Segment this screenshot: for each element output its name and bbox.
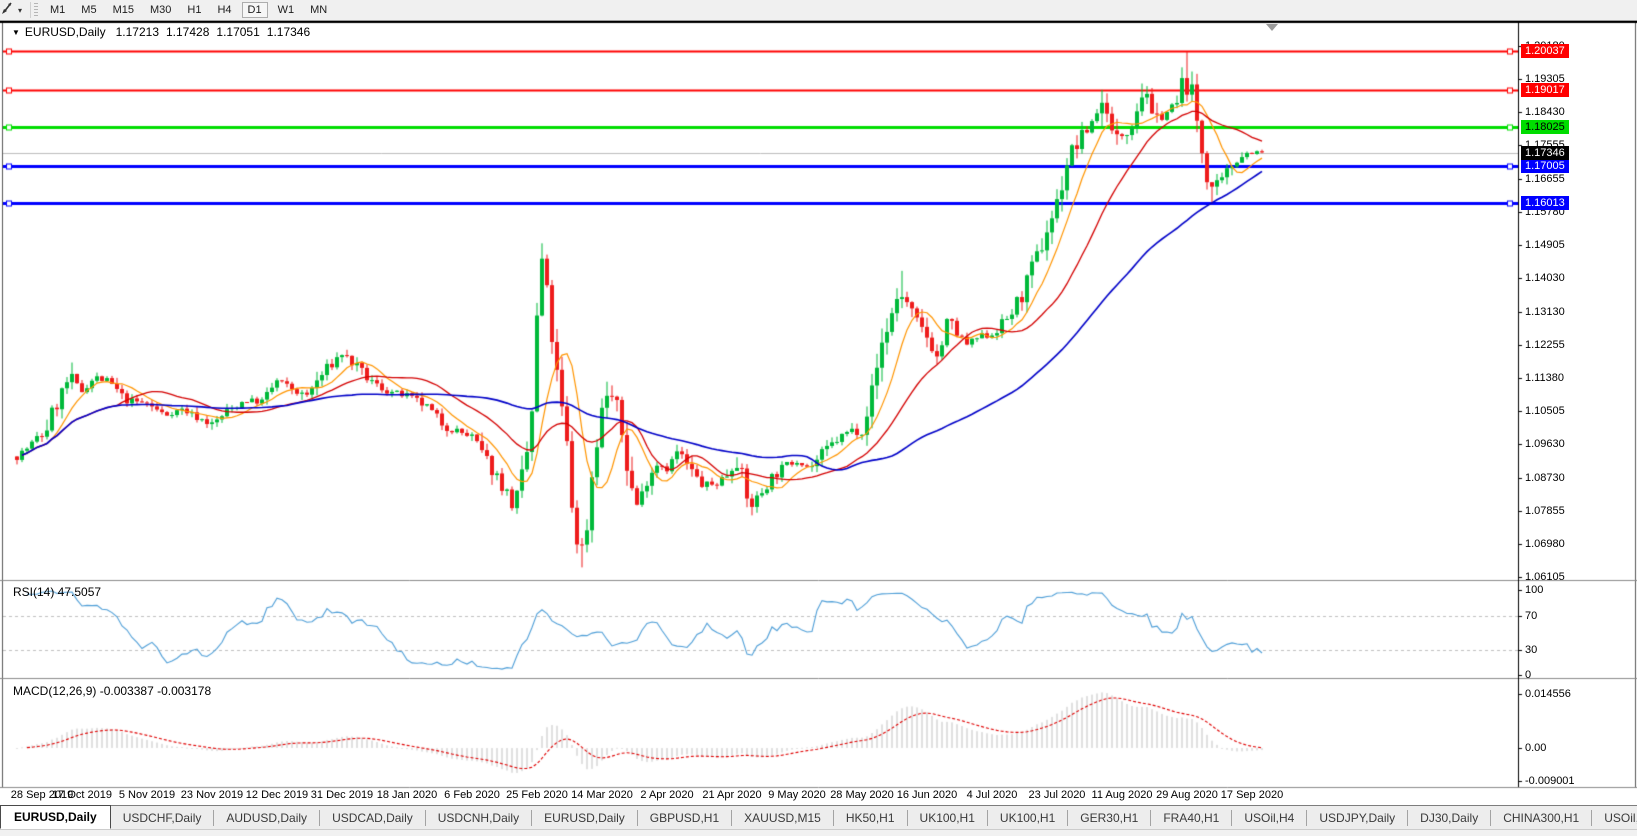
chart-shift-marker[interactable] — [1266, 24, 1278, 31]
rsi-indicator-label: RSI(14) 47.5057 — [13, 585, 102, 599]
timeframe-button-h1[interactable]: H1 — [187, 4, 202, 16]
date-axis: 28 Sep 2019 17 Oct 2019 5 Nov 2019 23 Nov 2… — [0, 789, 1518, 803]
tab-fra40-h1[interactable]: FRA40,H1 — [1151, 810, 1233, 826]
rsi-tick-label: 100 — [1525, 584, 1544, 596]
timeframe-button-m15[interactable]: M15 — [112, 4, 134, 16]
current-price-badge: 1.17346 — [1521, 145, 1569, 160]
date-tick-label: 6 Feb 2020 — [444, 789, 500, 801]
date-tick-label: 31 Dec 2019 — [310, 789, 374, 801]
rsi-tick-label: 70 — [1525, 609, 1538, 622]
ohlc-open: 1.17213 — [115, 25, 159, 39]
price-tick-label: 1.11380 — [1525, 371, 1564, 384]
status-strip — [0, 829, 1637, 836]
timeframe-button-w1[interactable]: W1 — [277, 4, 295, 16]
rsi-tick-label: 30 — [1525, 643, 1538, 656]
tab-china300-h1[interactable]: CHINA300,H1 — [1491, 810, 1593, 826]
date-tick-label: 17 Oct 2019 — [52, 789, 112, 801]
tab-uk100-h1[interactable]: UK100,H1 — [988, 810, 1069, 826]
date-tick-label: 28 Sep 2019 — [10, 789, 74, 801]
toolbar-separator — [30, 2, 32, 18]
tab-usdcad-daily[interactable]: USDCAD,Daily — [320, 810, 426, 826]
macd-indicator-label: MACD(12,26,9) -0.003387 -0.003178 — [13, 684, 212, 698]
price-tick-label: 1.08730 — [1525, 471, 1565, 484]
timeframe-button-d1[interactable]: D1 — [241, 2, 268, 18]
date-tick-label: 23 Nov 2019 — [180, 789, 244, 801]
macd-tick-label: 0.014556 — [1525, 688, 1571, 701]
tab-dj30-daily[interactable]: DJ30,Daily — [1408, 810, 1492, 826]
timeframe-button-h4[interactable]: H4 — [217, 4, 232, 16]
tab-eurusd-daily[interactable]: EURUSD,Daily — [0, 805, 111, 829]
symbol-tab-bar: EURUSD,Daily USDCHF,Daily AUDUSD,Daily USDC… — [0, 805, 1637, 829]
date-tick-label: 14 Mar 2020 — [571, 789, 633, 801]
toolbar: ▾ M1 M5 M15 M30 H1 H4 D1 W1 MN — [0, 0, 1637, 21]
date-tick-label: 2 Apr 2020 — [640, 789, 694, 801]
hline-price-badge[interactable]: 1.20037 — [1521, 44, 1569, 59]
date-tick-label: 25 Feb 2020 — [506, 789, 568, 801]
timeframe-button-m30[interactable]: M30 — [149, 4, 172, 16]
cursor-tool-button[interactable]: ▾ — [0, 0, 24, 21]
tab-eurusd-daily[interactable]: EURUSD,Daily — [532, 810, 638, 826]
ohlc-close: 1.17346 — [266, 25, 311, 39]
date-tick-label: 5 Nov 2019 — [118, 789, 176, 801]
toolbar-grip-handle[interactable] — [34, 2, 39, 18]
price-tick-label: 1.19305 — [1525, 73, 1565, 85]
ohlc-low: 1.17051 — [216, 25, 260, 39]
date-tick-label: 21 Apr 2020 — [702, 789, 762, 801]
tab-ger30-h1[interactable]: GER30,H1 — [1068, 810, 1152, 826]
chart-title: ▼ EURUSD,Daily 1.17213 1.17428 1.17051 1… — [12, 25, 310, 39]
price-tick-label: 1.18430 — [1525, 106, 1565, 119]
hline-price-badge[interactable]: 1.19017 — [1521, 82, 1569, 97]
tab-usdjpy-daily[interactable]: USDJPY,Daily — [1307, 810, 1409, 826]
hline-price-badge[interactable]: 1.16013 — [1521, 196, 1569, 211]
chevron-down-icon[interactable]: ▾ — [18, 5, 23, 15]
date-tick-label: 11 Aug 2020 — [1091, 789, 1153, 801]
date-tick-label: 23 Jul 2020 — [1028, 789, 1086, 801]
date-tick-label: 9 May 2020 — [768, 789, 826, 801]
hline-price-badge[interactable]: 1.18025 — [1521, 120, 1569, 135]
price-tick-label: 1.14030 — [1525, 272, 1565, 285]
hline-price-badge[interactable]: 1.17005 — [1521, 158, 1569, 173]
price-tick-label: 1.16655 — [1525, 172, 1565, 185]
price-axis: 1.201801.193051.184301.175551.166551.157… — [1519, 0, 1637, 805]
price-tick-label: 1.06105 — [1525, 571, 1565, 583]
tab-usdchf-daily[interactable]: USDCHF,Daily — [111, 810, 215, 826]
price-tick-label: 1.10505 — [1525, 405, 1565, 417]
date-tick-label: 17 Sep 2020 — [1220, 789, 1284, 801]
price-tick-label: 1.12255 — [1525, 338, 1565, 351]
price-tick-label: 1.13130 — [1525, 305, 1565, 318]
date-tick-label: 18 Jan 2020 — [376, 789, 438, 801]
tab-gbpusd-h1[interactable]: GBPUSD,H1 — [638, 810, 733, 826]
tab-uk100-h1[interactable]: UK100,H1 — [908, 810, 988, 826]
date-tick-label: 28 May 2020 — [830, 789, 894, 801]
date-tick-label: 12 Dec 2019 — [245, 789, 309, 801]
tab-usoil-h[interactable]: USOil,H — [1592, 810, 1637, 826]
date-tick-label: 16 Jun 2020 — [896, 789, 958, 801]
tab-xauusd-m15[interactable]: XAUUSD,M15 — [732, 810, 834, 826]
timeframe-button-m1[interactable]: M1 — [50, 4, 66, 16]
tab-usoil-h4[interactable]: USOil,H4 — [1232, 810, 1308, 826]
macd-tick-label: -0.009001 — [1525, 775, 1575, 788]
chart-symbol-label: EURUSD,Daily — [24, 25, 106, 39]
timeframe-button-mn[interactable]: MN — [310, 4, 328, 16]
chart-collapse-icon[interactable]: ▼ — [12, 28, 20, 37]
tab-usdcnh-daily[interactable]: USDCNH,Daily — [426, 810, 533, 826]
timeframe-button-m5[interactable]: M5 — [81, 4, 97, 16]
price-tick-label: 1.06980 — [1525, 537, 1565, 550]
cursor-tool-icon — [0, 1, 14, 20]
ohlc-high: 1.17428 — [166, 25, 210, 39]
timeframe-buttons: M1 M5 M15 M30 H1 H4 D1 W1 MN — [42, 2, 335, 18]
rsi-tick-label: 0 — [1525, 669, 1532, 681]
macd-tick-label: 0.00 — [1525, 742, 1547, 754]
price-tick-label: 1.09630 — [1525, 438, 1565, 450]
tab-hk50-h1[interactable]: HK50,H1 — [834, 810, 908, 826]
tab-audusd-daily[interactable]: AUDUSD,Daily — [214, 810, 321, 826]
date-tick-label: 29 Aug 2020 — [1156, 789, 1218, 801]
date-tick-label: 4 Jul 2020 — [966, 789, 1018, 801]
price-tick-label: 1.14905 — [1525, 239, 1565, 251]
price-tick-label: 1.07855 — [1525, 504, 1565, 517]
